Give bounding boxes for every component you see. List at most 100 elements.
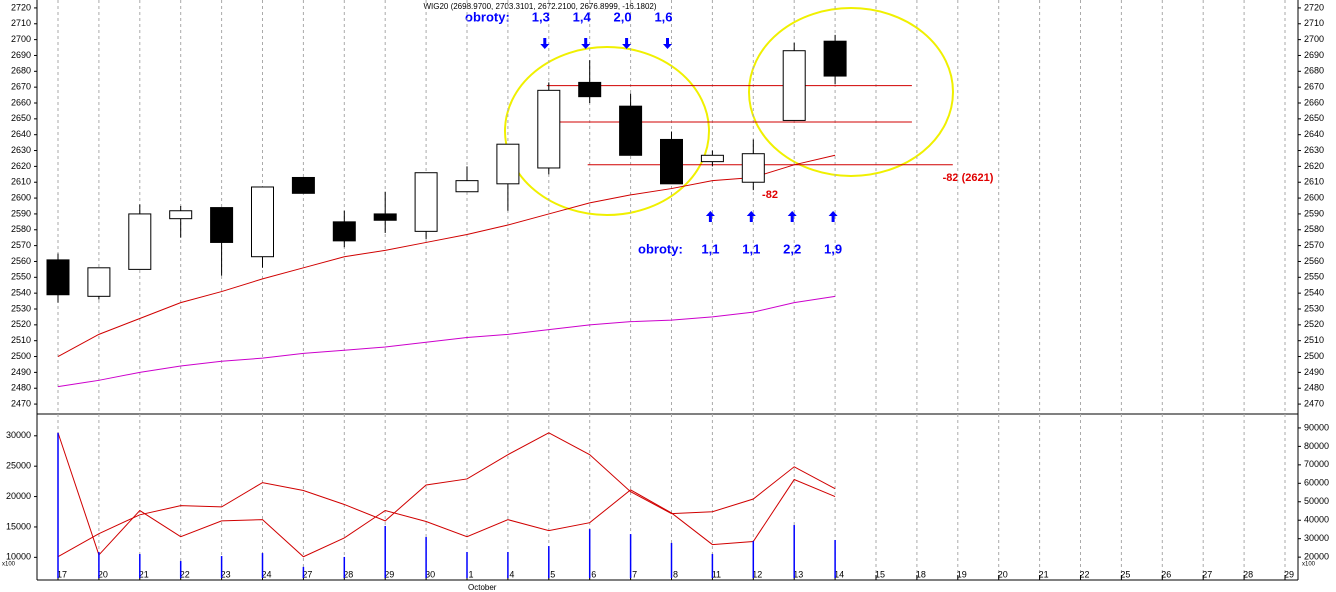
y-tick-label: 2500 (1304, 351, 1324, 361)
down-arrow (663, 38, 672, 49)
up-arrow (746, 211, 756, 222)
x-tick-label: 8 (673, 569, 678, 579)
y-tick-label: 25000 (6, 461, 31, 471)
y-tick-label: 10000 (6, 552, 31, 562)
x-tick-label: 20 (998, 569, 1008, 579)
y-tick-label: 2680 (11, 66, 31, 76)
y-tick-label: 2680 (1304, 66, 1324, 76)
candle-body (619, 105, 643, 156)
x-tick-label: 13 (793, 569, 803, 579)
y2-tick-label: 80000 (1304, 441, 1329, 451)
candle-body (578, 81, 602, 98)
x-tick-label: 19 (957, 569, 967, 579)
y-tick-label: 2480 (1304, 383, 1324, 393)
y-tick-label: 2710 (1304, 18, 1324, 28)
y-tick-label: 2640 (11, 129, 31, 139)
candle-body (251, 186, 274, 258)
volume-line (57, 432, 836, 558)
y-tick-label: 2670 (11, 82, 31, 92)
y-tick-label: 2580 (1304, 224, 1324, 234)
x-tick-label: 14 (834, 569, 844, 579)
down-arrow (540, 38, 550, 49)
x-tick-label: 22 (1079, 569, 1089, 579)
y-tick-label: 2520 (11, 319, 31, 329)
y-tick-label: 2480 (11, 383, 31, 393)
y-tick-label: 2600 (1304, 192, 1324, 202)
annotation: obroty: (638, 241, 683, 256)
annotation: 1,9 (824, 241, 842, 256)
y2-tick-label: 30000 (1304, 533, 1329, 543)
y-tick-label: 2560 (11, 256, 31, 266)
y-tick-label: 2690 (1304, 50, 1324, 60)
annotation: 1,3 (532, 9, 550, 24)
y-tick-label: 2470 (11, 398, 31, 408)
x-tick-label: 12 (752, 569, 762, 579)
x-tick-label: 20 (98, 569, 108, 579)
candle-body (537, 89, 561, 169)
y-tick-label: 2590 (1304, 208, 1324, 218)
y-tick-label: 2570 (11, 240, 31, 250)
candle-body (414, 172, 438, 232)
annotation: 1,4 (573, 9, 592, 24)
y2-tick-label: 40000 (1304, 515, 1329, 525)
highlight-ellipse (748, 7, 954, 177)
y-tick-label: 2530 (11, 303, 31, 313)
y-tick-label: 2720 (1304, 2, 1324, 12)
x-tick-label: 6 (591, 569, 596, 579)
y-tick-label: 2660 (11, 97, 31, 107)
volume-line (57, 432, 836, 558)
candle-body (823, 40, 847, 77)
candle-body (741, 153, 765, 183)
y-tick-label: 2620 (1304, 161, 1324, 171)
y-tick-label: 2510 (11, 335, 31, 345)
y-tick-label: 2580 (11, 224, 31, 234)
x-tick-label: 22 (180, 569, 190, 579)
x-tick-label: 27 (1202, 569, 1212, 579)
y2-tick-label: 60000 (1304, 478, 1329, 488)
candle-body (700, 154, 724, 163)
y-tick-label: 2470 (1304, 398, 1324, 408)
x-tick-label: 7 (632, 569, 637, 579)
unit-label: x100 (1302, 562, 1316, 568)
y-tick-label: 2710 (11, 18, 31, 28)
y-tick-label: 2500 (11, 351, 31, 361)
up-arrow (787, 211, 797, 222)
x-tick-label: 23 (221, 569, 231, 579)
y-tick-label: 2650 (11, 113, 31, 123)
candle-body (660, 138, 683, 185)
up-arrow (705, 211, 715, 222)
highlight-ellipse (504, 46, 710, 216)
x-tick-label: 11 (712, 569, 721, 579)
annotation: 2,0 (614, 9, 632, 24)
y-tick-label: 2690 (11, 50, 31, 60)
y-tick-label: 2570 (1304, 240, 1324, 250)
x-tick-label: 24 (261, 569, 271, 579)
x-tick-label: 28 (1243, 569, 1253, 579)
y-tick-label: 2550 (1304, 272, 1324, 282)
y-tick-label: 2720 (11, 2, 31, 12)
y-tick-label: 2510 (1304, 335, 1324, 345)
y-tick-label: 2640 (1304, 129, 1324, 139)
x-tick-label: 21 (1039, 569, 1049, 579)
y2-tick-label: 20000 (1304, 552, 1329, 562)
candle-body (782, 50, 806, 121)
y-tick-label: 2630 (11, 145, 31, 155)
candle-body (169, 210, 193, 220)
annotation: 1,1 (701, 241, 719, 256)
y2-tick-label: 90000 (1304, 422, 1329, 432)
y-tick-label: 2520 (1304, 319, 1324, 329)
annotation: -82 (762, 189, 778, 201)
x-tick-label: 15 (875, 569, 885, 579)
y-tick-label: 2600 (11, 192, 31, 202)
y-tick-label: 2590 (11, 208, 31, 218)
x-tick-label: 29 (384, 569, 394, 579)
moving-average (57, 154, 836, 357)
chart-title: WIG20 (2698.9700, 2703.3101, 2672.2100, … (423, 2, 656, 11)
y-tick-label: 2610 (1304, 177, 1324, 187)
moving-average (57, 295, 836, 388)
y-tick-label: 2700 (11, 34, 31, 44)
x-tick-label: 18 (916, 569, 926, 579)
y-tick-label: 2490 (1304, 367, 1324, 377)
y-tick-label: 30000 (6, 430, 31, 440)
